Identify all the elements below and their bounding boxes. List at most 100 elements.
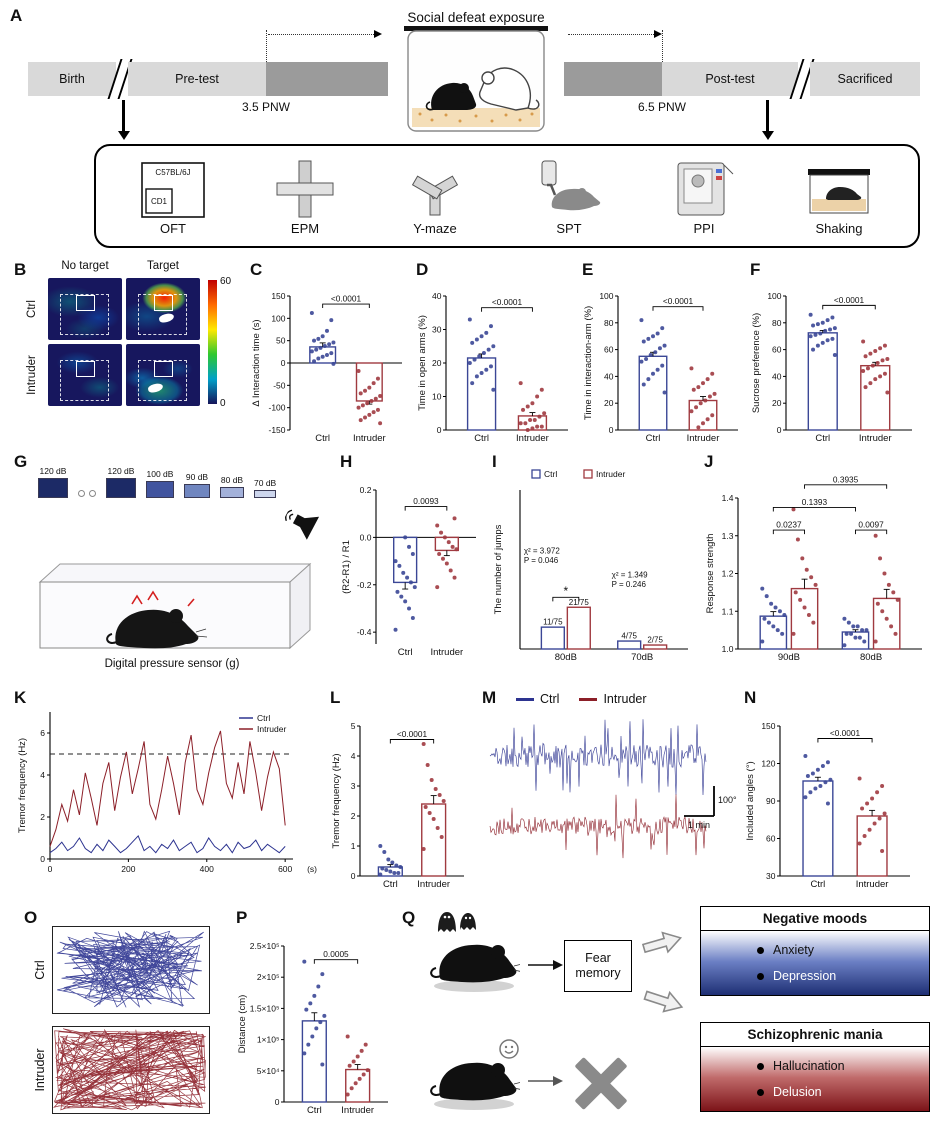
svg-text:0: 0 (48, 864, 53, 874)
svg-text:Ctrl: Ctrl (811, 879, 826, 890)
timeline-posttest: Post-test (662, 62, 798, 96)
bullet-icon (757, 1062, 764, 1070)
svg-text:3: 3 (351, 781, 356, 791)
block-80db: 80 dB (220, 475, 244, 498)
defeat-cage-illustration (388, 22, 564, 143)
svg-text:<0.0001: <0.0001 (663, 296, 694, 306)
exposure-title: Social defeat exposure (407, 10, 545, 25)
svg-text:The number of jumps: The number of jumps (493, 524, 504, 614)
svg-text:30: 30 (766, 871, 776, 881)
svg-text:10: 10 (432, 392, 442, 402)
panel-g-label: G (14, 452, 28, 471)
heatmap-intruder-target (126, 344, 200, 406)
svg-text:Intruder: Intruder (596, 469, 625, 479)
heatmap-ctrl-target (126, 278, 200, 340)
bar-chart-tremor-frequency: 0 1 2 3 4 5 Tremor frequency (Hz) Ctrl Intruder <… (330, 700, 470, 896)
svg-text:1.5×10⁵: 1.5×10⁵ (250, 1003, 280, 1013)
test-label-ymaze: Y-maze (413, 220, 457, 236)
arrow-to-fear-memory (526, 958, 564, 977)
panel-f-label: F (750, 260, 761, 279)
svg-text:600: 600 (278, 864, 292, 874)
svg-text:Ctrl: Ctrl (646, 433, 661, 444)
bar-chart-jumps: The number of jumps 11/75 21/75 4/75 2/75 80d… (492, 464, 694, 669)
svg-text:1×10⁵: 1×10⁵ (257, 1035, 280, 1045)
svg-text:1 min: 1 min (688, 820, 710, 830)
svg-text:Intruder: Intruder (430, 647, 463, 658)
iti-circles (78, 490, 96, 498)
timeline-defeat-left (266, 62, 388, 96)
svg-text:60: 60 (772, 345, 782, 355)
svg-text:Response strength: Response strength (705, 534, 716, 614)
svg-text:Tremor frequency (Hz): Tremor frequency (Hz) (17, 738, 28, 833)
traj-label-intruder: Intruder (33, 1048, 47, 1092)
down-arrow-pretest (117, 100, 130, 140)
svg-text:2/75: 2/75 (647, 636, 663, 645)
panel-i-label: I (492, 452, 497, 471)
panel-e: E 0 20 40 60 80 100 Time in interaction-arm (%… (582, 260, 746, 444)
svg-text:0: 0 (777, 425, 782, 435)
block-90db: 90 dB (184, 472, 210, 498)
svg-text:0.0: 0.0 (360, 532, 372, 542)
spt-icon (534, 157, 604, 219)
ctrl-line-swatch (516, 698, 534, 701)
svg-text:20: 20 (772, 398, 782, 408)
block-100db: 100 dB (146, 469, 174, 498)
colorbar-min-label: 0 (220, 398, 226, 409)
svg-text:60: 60 (604, 345, 614, 355)
svg-text:<0.0001: <0.0001 (830, 728, 861, 738)
panel-m: M Ctrl Intruder 100° 1 min (482, 688, 740, 888)
panel-f: F 0 20 40 60 80 100 Sucrose preference (%) Ctrl… (750, 260, 922, 444)
test-epm: EPM (274, 157, 336, 236)
test-spt: SPT (534, 157, 604, 236)
svg-text:<0.0001: <0.0001 (492, 297, 523, 307)
svg-text:120: 120 (761, 759, 775, 769)
down-arrow-posttest (761, 100, 774, 140)
svg-text:80: 80 (772, 318, 782, 328)
svg-text:2: 2 (351, 811, 356, 821)
oft-icon: C57BL/6J CD1 (140, 157, 206, 219)
svg-text:5×10⁴: 5×10⁴ (257, 1066, 280, 1076)
svg-text:0.3935: 0.3935 (833, 474, 859, 484)
negative-moods-body: Anxiety Depression (701, 931, 929, 995)
arrowhead-left-icon (374, 29, 382, 38)
svg-text:0: 0 (437, 425, 442, 435)
svg-text:Distance (cm): Distance (cm) (237, 995, 248, 1054)
panel-c-label: C (250, 260, 263, 279)
item-hallucination: Hallucination (757, 1059, 929, 1073)
svg-text:Time in open arms (%): Time in open arms (%) (417, 315, 428, 411)
negative-moods-title: Negative moods (701, 907, 929, 931)
target-cage-outline (76, 295, 96, 312)
intruder-line-swatch (579, 698, 598, 701)
heatmap-colorbar (208, 280, 217, 404)
panel-h-label: H (340, 452, 353, 471)
svg-text:200: 200 (121, 864, 135, 874)
svg-text:11/75: 11/75 (543, 618, 563, 627)
panel-e-label: E (582, 260, 594, 279)
svg-text:2.5×10⁵: 2.5×10⁵ (250, 941, 280, 951)
panel-p-label: P (236, 908, 248, 927)
pnw-start-label: 3.5 PNW (241, 100, 290, 114)
panel-b: B No target Target Ctrl Intruder 60 0 (14, 260, 246, 442)
panel-i: I The number of jumps 11/75 21/75 4/75 2/75 8… (492, 452, 700, 676)
svg-text:30: 30 (432, 325, 442, 335)
panel-d: D 0 10 20 30 40 Time in open arms (%) Ctrl Intr… (416, 260, 578, 444)
svg-text:<0.0001: <0.0001 (834, 295, 865, 305)
svg-text:5: 5 (351, 721, 356, 731)
col-label-no-target: No target (61, 260, 109, 272)
svg-text:Ctrl: Ctrl (315, 433, 330, 444)
panel-a: A Social defeat exposure Birth Pre-test … (10, 6, 930, 254)
svg-text:(R2-R1) / R1: (R2-R1) / R1 (341, 540, 352, 594)
test-label-shaking: Shaking (815, 220, 863, 236)
svg-text:Intruder: Intruder (516, 433, 549, 444)
test-label-spt: SPT (556, 220, 582, 236)
svg-text:80: 80 (604, 318, 614, 328)
svg-text:400: 400 (200, 864, 214, 874)
bar-chart-interaction-arm: 0 20 40 60 80 100 Time in interaction-arm (%) C… (582, 272, 744, 450)
target-cage-outline (76, 361, 96, 378)
bar-chart-r2r1: -0.4 -0.2 0.0 0.2 (R2-R1) / R1 Ctrl Intruder 0.… (340, 464, 482, 664)
calm-mouse-icon (428, 1048, 524, 1117)
schizophrenic-mania-title: Schizophrenic mania (701, 1023, 929, 1047)
svg-text:Ctrl: Ctrl (544, 469, 557, 479)
